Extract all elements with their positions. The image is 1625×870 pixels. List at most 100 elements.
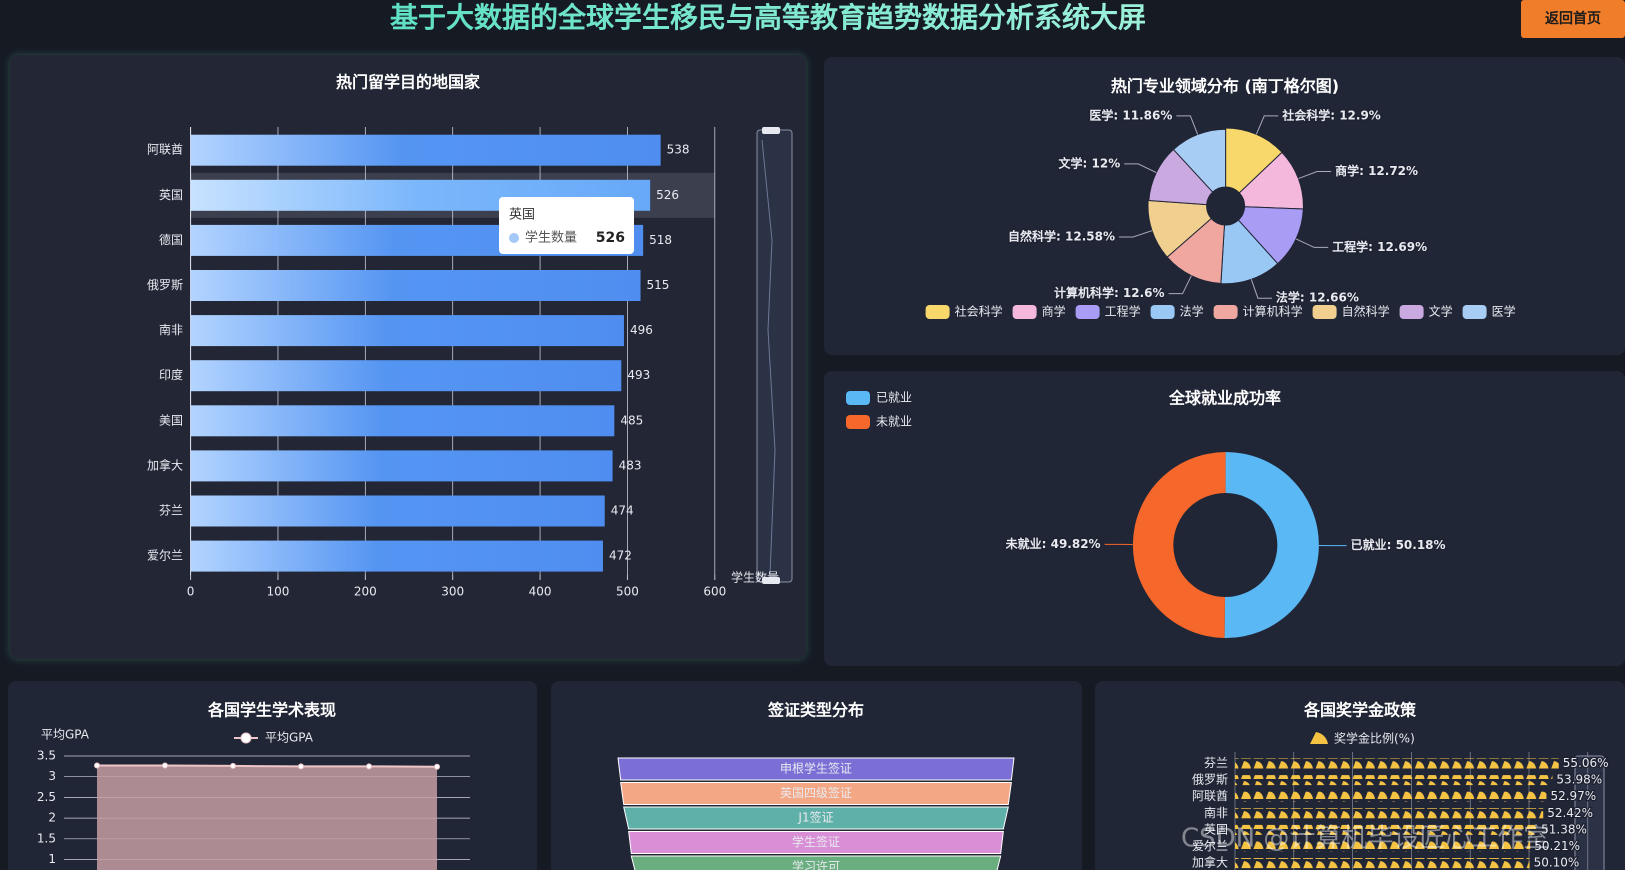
slice-label: 未就业: 49.82% <box>1005 536 1101 551</box>
legend-swatch <box>1075 305 1100 319</box>
y-tick-label: 阿联酋 <box>1192 788 1228 803</box>
value-label: 485 <box>620 413 643 427</box>
home-button[interactable] <box>1521 0 1625 38</box>
slice-label: 计算机科学: 12.6% <box>1054 285 1165 300</box>
bar <box>190 315 624 347</box>
value-label: 50.10% <box>1534 856 1580 870</box>
chart-title: 热门留学目的地国家 <box>336 73 481 92</box>
slice-label: 社会科学: 12.9% <box>1281 107 1381 122</box>
y-tick-label: 印度 <box>159 367 183 382</box>
bar <box>190 270 641 301</box>
y-tick-label: 芬兰 <box>159 504 183 518</box>
point <box>366 763 372 770</box>
legend-swatch <box>1312 305 1337 319</box>
legend-label: 文学 <box>1429 304 1453 319</box>
legend-label: 社会科学 <box>955 304 1003 319</box>
legend-label: 医学 <box>1492 304 1516 319</box>
y-tick-label: 3.5 <box>37 749 56 763</box>
y-tick-label: 3 <box>48 769 56 783</box>
value-label: 496 <box>630 323 653 337</box>
chart-title: 全球就业成功率 <box>1168 389 1281 408</box>
y-axis-label: 平均GPA <box>41 728 90 742</box>
bar <box>190 360 622 392</box>
chart-title: 签证类型分布 <box>767 701 864 720</box>
funnel-segment <box>617 757 1015 781</box>
value-label: 51.38% <box>1541 822 1587 836</box>
label-line <box>1295 238 1329 248</box>
line <box>97 764 438 768</box>
y-tick-label: 德国 <box>159 232 183 247</box>
funnel-label: 英国四级签证 <box>780 785 852 800</box>
zoom-slider[interactable] <box>756 129 793 583</box>
legend-marker <box>240 732 252 744</box>
legend-label: 自然科学 <box>1342 304 1390 319</box>
slice-label: 自然科学: 12.58% <box>1008 229 1115 244</box>
label-line <box>1255 115 1279 135</box>
funnel-segment <box>620 782 1012 805</box>
slice-label: 商学: 12.72% <box>1335 163 1418 178</box>
tooltip-dot <box>509 233 519 243</box>
funnel-label: 学习许可 <box>792 859 840 870</box>
x-tick-label: 200 <box>354 585 377 599</box>
funnel-label: J1签证 <box>797 810 833 825</box>
panel <box>824 57 1625 355</box>
pictorial-bar <box>1235 758 1559 769</box>
tooltip-box <box>499 197 634 254</box>
slice-label: 法学: 12.66% <box>1276 290 1359 305</box>
funnel-segment <box>628 831 1004 854</box>
x-tick-label: 0 <box>187 585 195 599</box>
point <box>434 763 440 770</box>
y-tick-label: 爱尔兰 <box>1192 838 1228 853</box>
label-line <box>1168 275 1192 295</box>
x-tick-label: 300 <box>441 585 464 599</box>
point <box>298 763 304 770</box>
x-tick-label: 100 <box>267 585 290 599</box>
tooltip-value: 526 <box>596 230 625 246</box>
legend-label: 法学 <box>1180 304 1204 319</box>
funnel-label: 申根学生签证 <box>780 761 852 776</box>
value-label: 472 <box>609 549 632 563</box>
legend-swatch <box>1012 305 1037 319</box>
chart-title: 各国学生学术表现 <box>207 701 336 720</box>
donut-sector <box>1132 452 1226 638</box>
legend-label: 奖学金比例(%) <box>1334 731 1415 746</box>
point <box>94 762 100 769</box>
funnel-segment <box>630 855 1002 870</box>
value-label: 526 <box>656 188 679 202</box>
y-tick-label: 1 <box>48 852 56 866</box>
bar <box>190 495 605 527</box>
point <box>162 762 168 769</box>
legend-swatch <box>1462 305 1487 319</box>
legend-swatch <box>925 305 950 319</box>
x-tick-label: 400 <box>529 585 552 599</box>
legend-label: 商学 <box>1042 304 1066 319</box>
zoom-handle[interactable] <box>762 577 780 584</box>
value-label: 52.42% <box>1547 806 1593 820</box>
bar <box>190 405 615 437</box>
value-label: 538 <box>667 143 690 157</box>
legend-label: 计算机科学 <box>1243 304 1303 319</box>
legend-swatch <box>1213 305 1238 319</box>
zoom-handle[interactable] <box>762 127 780 134</box>
pictorial-bar <box>1235 791 1547 802</box>
label-line <box>1176 115 1199 135</box>
pictorial-bar <box>1235 824 1538 835</box>
label-line <box>1124 163 1157 174</box>
y-tick-label: 俄罗斯 <box>147 278 183 292</box>
y-tick-label: 2.5 <box>37 790 56 804</box>
legend-swatch <box>1150 305 1175 319</box>
legend-label: 已就业 <box>876 391 912 405</box>
home-button-label[interactable]: 返回首页 <box>1545 10 1601 27</box>
legend-swatch <box>846 415 870 429</box>
area <box>97 765 437 870</box>
value-label: 53.98% <box>1556 773 1602 787</box>
rose-sector <box>1147 199 1213 258</box>
zoom-slider[interactable] <box>1574 755 1605 870</box>
watermark: CSDN @计算机毕设匠心工作室 <box>1181 824 1549 854</box>
slice-label: 已就业: 50.18% <box>1351 537 1446 552</box>
label-line <box>1250 279 1272 299</box>
y-tick-label: 英国 <box>1204 822 1228 836</box>
legend-swatch <box>846 391 870 405</box>
